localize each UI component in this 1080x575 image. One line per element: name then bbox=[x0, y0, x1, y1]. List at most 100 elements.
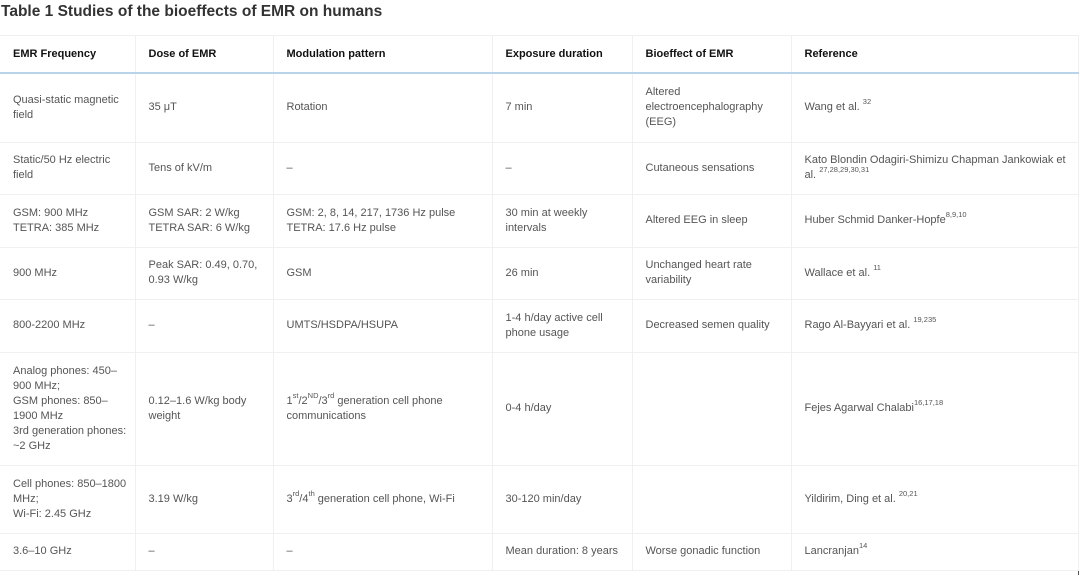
column-header: Bioeffect of EMR bbox=[632, 35, 792, 74]
cell-text: Altered EEG in sleep bbox=[645, 214, 748, 226]
table-row: Cell phones: 850–1800 MHz; Wi-Fi: 2.45 G… bbox=[0, 465, 1079, 534]
table-cell: Mean duration: 8 years bbox=[492, 533, 633, 571]
cell-text: Rago Al-Bayyari et al. bbox=[804, 319, 914, 331]
column-header: Exposure duration bbox=[492, 35, 633, 74]
table-cell: Unchanged heart rate variability bbox=[632, 247, 792, 300]
table-cell: Wallace et al. 11 bbox=[791, 247, 1079, 300]
table-cell: GSM: 2, 8, 14, 217, 1736 Hz pulse TETRA:… bbox=[273, 194, 493, 248]
cell-text: /2 bbox=[298, 394, 308, 407]
table-cell: Altered electroencephalography (EEG) bbox=[632, 73, 792, 143]
table-cell: Lancranjan14 bbox=[791, 533, 1079, 571]
cell-text: 35 μT bbox=[148, 101, 177, 114]
citation-superscript: rd bbox=[292, 488, 300, 498]
cell-text: Cell phones: 850–1800 MHz; Wi-Fi: 2.45 G… bbox=[13, 477, 127, 520]
cell-text: Mean duration: 8 years bbox=[505, 545, 619, 557]
table-cell: Rotation bbox=[273, 73, 493, 143]
cell-text: Yildirim, Ding et al. bbox=[804, 492, 899, 505]
citation-superscript: 8,9,10 bbox=[945, 210, 967, 219]
cell-text: UMTS/HSDPA/HSUPA bbox=[286, 319, 398, 331]
cell-text: 0-4 h/day bbox=[505, 402, 552, 414]
cell-text: 3.6–10 GHz bbox=[13, 545, 72, 557]
citation-superscript: 27,28,29,30,31 bbox=[819, 165, 870, 174]
table-cell: 1-4 h/day active cell phone usage bbox=[492, 299, 633, 353]
cell-text: generation cell phone, Wi-Fi bbox=[314, 492, 455, 505]
table-cell bbox=[632, 465, 792, 534]
table-row: Quasi-static magnetic field 35 μT Rotation… bbox=[0, 73, 1079, 143]
cell-text: Kato Blondin Odagiri-Shimizu Chapman Jan… bbox=[804, 154, 1066, 181]
cell-text: Wallace et al. bbox=[804, 266, 874, 279]
citation-superscript: st bbox=[292, 390, 299, 400]
cell-text: Altered electroencephalography (EEG) bbox=[645, 86, 763, 129]
column-header: Modulation pattern bbox=[273, 35, 493, 74]
table-row: GSM: 900 MHz TETRA: 385 MHz GSM SAR: 2 W/… bbox=[0, 194, 1079, 248]
cell-text: – bbox=[286, 161, 293, 174]
cell-text: – bbox=[286, 545, 293, 557]
cell-text: 1-4 h/day active cell phone usage bbox=[505, 311, 603, 339]
table-cell: Analog phones: 450–900 MHz; GSM phones: … bbox=[0, 352, 136, 466]
table-row: Analog phones: 450–900 MHz; GSM phones: … bbox=[0, 352, 1079, 466]
table-cell: Cutaneous sensations bbox=[632, 142, 792, 195]
table-cell: Rago Al-Bayyari et al. 19,235 bbox=[791, 299, 1079, 353]
table-cell: 0-4 h/day bbox=[492, 352, 633, 466]
cell-text: 26 min bbox=[505, 266, 539, 279]
table-row: 3.6–10 GHz – – Mean duration: 8 years Worse … bbox=[0, 533, 1079, 571]
table-cell: UMTS/HSDPA/HSUPA bbox=[273, 299, 493, 353]
cell-text: GSM bbox=[286, 266, 312, 279]
column-header: EMR Frequency bbox=[0, 35, 136, 74]
table-cell: 30-120 min/day bbox=[492, 465, 633, 534]
table-row: Static/50 Hz electric field Tens of kV/m –… bbox=[0, 142, 1079, 195]
table-cell: 1st/2ND/3rd generation cell phone commun… bbox=[273, 352, 493, 466]
cell-text: GSM: 900 MHz TETRA: 385 MHz bbox=[13, 206, 100, 234]
cell-text: Huber Schmid Danker-Hopfe bbox=[804, 214, 946, 226]
table-cell: Worse gonadic function bbox=[632, 533, 792, 571]
table-cell: Static/50 Hz electric field bbox=[0, 142, 136, 195]
cell-text: /4 bbox=[299, 492, 309, 505]
cell-text: Worse gonadic function bbox=[645, 545, 761, 557]
table-cell: Yildirim, Ding et al. 20,21 bbox=[791, 465, 1079, 534]
cell-text: Analog phones: 450–900 MHz; GSM phones: … bbox=[13, 364, 127, 452]
table-cell: – bbox=[492, 142, 633, 195]
citation-superscript: 20,21 bbox=[898, 488, 918, 498]
cell-text: 30-120 min/day bbox=[505, 492, 582, 505]
table-cell: Huber Schmid Danker-Hopfe8,9,10 bbox=[791, 194, 1079, 248]
cell-text: Quasi-static magnetic field bbox=[13, 93, 119, 121]
table-cell: GSM: 900 MHz TETRA: 385 MHz bbox=[0, 194, 136, 248]
table-cell: – bbox=[135, 533, 274, 571]
table-cell: 3.19 W/kg bbox=[135, 465, 274, 534]
table-cell: GSM SAR: 2 W/kg TETRA SAR: 6 W/kg bbox=[135, 194, 274, 248]
cell-text: Fejes Agarwal Chalabi bbox=[804, 402, 914, 414]
column-header: Dose of EMR bbox=[135, 35, 274, 74]
table-cell: 26 min bbox=[492, 247, 633, 300]
table-cell: Tens of kV/m bbox=[135, 142, 274, 195]
cell-text: GSM: 2, 8, 14, 217, 1736 Hz pulse TETRA:… bbox=[286, 206, 456, 234]
table-cell: Cell phones: 850–1800 MHz; Wi-Fi: 2.45 G… bbox=[0, 465, 136, 534]
cell-text: generation cell phone communications bbox=[286, 394, 443, 422]
cell-text: 0.12–1.6 W/kg body weight bbox=[148, 394, 247, 422]
citation-superscript: th bbox=[308, 488, 315, 498]
cell-text: Cutaneous sensations bbox=[645, 161, 755, 174]
cell-text: Lancranjan bbox=[804, 545, 859, 557]
cell-text: 3.19 W/kg bbox=[148, 492, 199, 505]
bioeffects-table: EMR Frequency Dose of EMR Modulation patte… bbox=[0, 35, 1079, 571]
citation-superscript: 32 bbox=[862, 97, 872, 107]
table-row: 900 MHz Peak SAR: 0.49, 0.70, 0.93 W/kg GS… bbox=[0, 247, 1079, 300]
table-title: Table 1 Studies of the bioeffects of EMR… bbox=[1, 3, 383, 20]
table-cell: 35 μT bbox=[135, 73, 274, 143]
cell-text: GSM SAR: 2 W/kg TETRA SAR: 6 W/kg bbox=[148, 206, 250, 234]
citation-superscript: 16,17,18 bbox=[913, 398, 944, 407]
cell-text: Wang et al. bbox=[804, 101, 863, 114]
table-cell: Decreased semen quality bbox=[632, 299, 792, 353]
table-cell: 30 min at weekly intervals bbox=[492, 194, 633, 248]
column-header: Reference bbox=[791, 35, 1079, 74]
cell-text: Peak SAR: 0.49, 0.70, 0.93 W/kg bbox=[148, 259, 258, 286]
table-cell: – bbox=[273, 142, 493, 195]
cell-text: 800-2200 MHz bbox=[13, 319, 86, 331]
cell-text: 3 bbox=[286, 492, 293, 505]
table-cell: Fejes Agarwal Chalabi16,17,18 bbox=[791, 352, 1079, 466]
table-cell: 800-2200 MHz bbox=[0, 299, 136, 353]
table-cell: – bbox=[135, 299, 274, 353]
table-cell: Quasi-static magnetic field bbox=[0, 73, 136, 143]
cell-text: 1 bbox=[286, 394, 293, 407]
citation-superscript: 14 bbox=[858, 541, 868, 550]
cell-text: Unchanged heart rate variability bbox=[645, 259, 752, 286]
